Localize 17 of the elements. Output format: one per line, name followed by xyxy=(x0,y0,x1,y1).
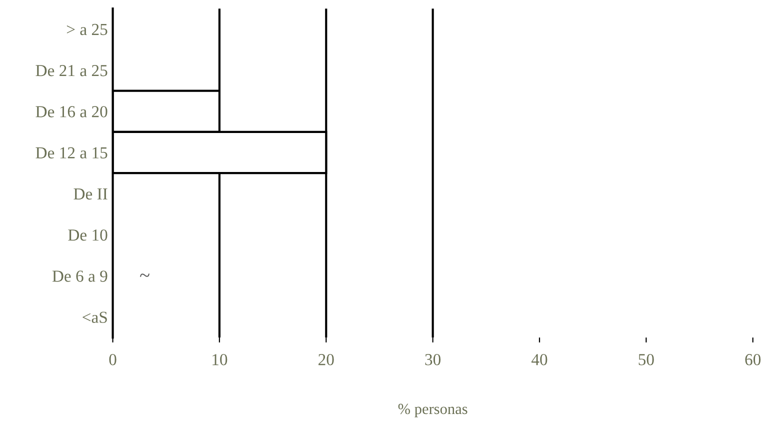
x-tick-label: 50 xyxy=(638,354,654,366)
x-tick-label: 30 xyxy=(425,354,441,366)
y-tick-label: De 10 xyxy=(68,229,108,241)
x-tick-label: 0 xyxy=(109,354,116,366)
y-tick-label: De 21 a 25 xyxy=(36,65,108,76)
y-tick-label: De 12 a 15 xyxy=(36,147,108,158)
x-tick-label: 10 xyxy=(212,354,228,366)
x-axis-title: % personas xyxy=(398,404,468,418)
y-tick-label: > a 25 xyxy=(66,24,108,36)
x-tick-label: 60 xyxy=(745,354,761,366)
x-tick-label: 20 xyxy=(318,354,334,366)
y-tick-label: De 6 a 9 xyxy=(52,270,108,282)
y-tick-label: <aS xyxy=(82,312,107,323)
annotation: ~ xyxy=(140,274,150,277)
x-tick-label: 40 xyxy=(531,354,548,366)
y-tick-label: De II xyxy=(74,188,108,200)
y-tick-label: De 16 a 20 xyxy=(36,106,108,118)
